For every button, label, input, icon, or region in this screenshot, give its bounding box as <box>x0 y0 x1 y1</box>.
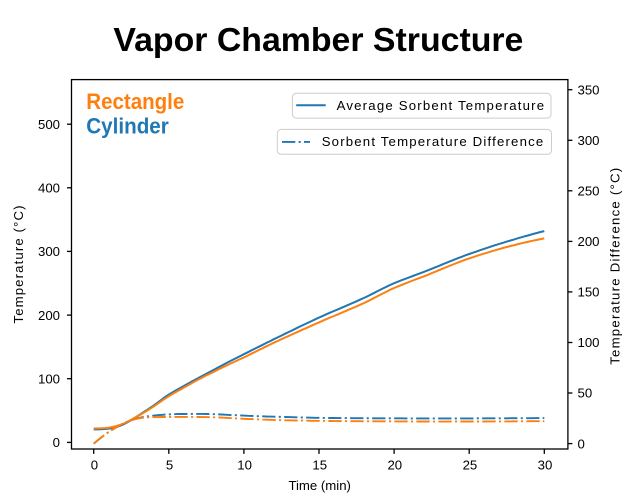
svg-text:15: 15 <box>312 458 327 473</box>
svg-text:10: 10 <box>237 458 252 473</box>
svg-text:150: 150 <box>578 285 600 300</box>
svg-text:0: 0 <box>53 435 60 450</box>
svg-text:30: 30 <box>538 458 553 473</box>
svg-text:Sorbent Temperature Difference: Sorbent Temperature Difference <box>322 134 544 149</box>
svg-text:50: 50 <box>578 386 593 401</box>
svg-text:Cylinder: Cylinder <box>86 113 169 138</box>
svg-text:100: 100 <box>38 371 60 386</box>
svg-text:0: 0 <box>91 458 98 473</box>
svg-text:250: 250 <box>578 184 600 199</box>
svg-text:Average Sorbent Temperature: Average Sorbent Temperature <box>337 98 544 113</box>
svg-text:400: 400 <box>38 181 60 196</box>
svg-text:20: 20 <box>387 458 402 473</box>
svg-text:300: 300 <box>578 133 600 148</box>
svg-text:200: 200 <box>38 308 60 323</box>
svg-text:100: 100 <box>578 335 600 350</box>
svg-text:Time (min): Time (min) <box>288 478 351 493</box>
svg-text:200: 200 <box>578 234 600 249</box>
svg-text:Temperature (°C): Temperature (°C) <box>11 206 26 324</box>
svg-text:500: 500 <box>38 117 60 132</box>
svg-text:300: 300 <box>38 244 60 259</box>
svg-text:Rectangle: Rectangle <box>86 89 184 114</box>
svg-text:Vapor Chamber Structure: Vapor Chamber Structure <box>113 22 523 59</box>
svg-text:5: 5 <box>166 458 173 473</box>
svg-text:25: 25 <box>463 458 478 473</box>
svg-text:350: 350 <box>578 82 600 97</box>
svg-text:0: 0 <box>578 436 585 451</box>
svg-text:Temperature Difference (°C): Temperature Difference (°C) <box>608 168 623 365</box>
